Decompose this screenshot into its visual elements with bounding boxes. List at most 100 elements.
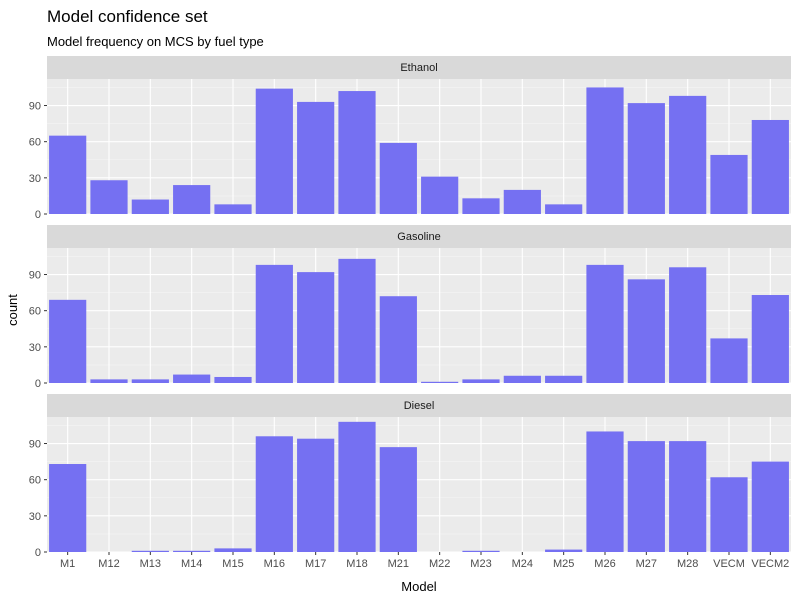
bar-m1 [49,299,87,383]
bar-m23 [462,379,500,383]
bar-vecm [710,477,748,552]
bar-m25 [545,204,583,214]
bar-m15 [214,376,252,383]
bar-vecm [710,154,748,214]
x-tick-label: M12 [98,558,119,570]
y-tick-label: 0 [35,378,41,390]
bar-m18 [338,421,376,552]
bar-vecm2 [751,295,789,383]
x-axis: M1 M12 M13 M14 M15 M16 M17 M18 M21 M22 M23 M24 M25 M2… [60,552,789,570]
facet-strip-label: Diesel [404,400,435,412]
bar-m21 [379,296,417,383]
bar-m12 [90,180,128,214]
panel-background [47,79,791,214]
bar-m16 [255,436,293,552]
x-axis-title: Model [401,579,437,594]
bar-m25 [545,549,583,552]
panel-background [47,417,791,552]
facet-panel-ethanol: Ethanol 0 30 60 90 [29,56,791,221]
y-tick-label: 90 [29,270,41,282]
x-tick-label: M28 [677,558,698,570]
bar-m12 [90,379,128,383]
bar-m17 [297,272,335,383]
x-tick-label: VECM [713,558,745,570]
x-tick-label: M17 [305,558,326,570]
bar-m22 [421,381,459,383]
y-tick-label: 30 [29,342,41,354]
bar-vecm2 [751,461,789,552]
x-tick-label: M16 [264,558,285,570]
bar-m14 [173,185,211,214]
bar-m27 [627,441,665,552]
bar-m16 [255,264,293,383]
x-tick-label: M27 [636,558,657,570]
facet-panels: Ethanol 0 30 60 90 Gasoline 0 30 60 90 Diesel 0 30 60… [29,56,791,559]
x-tick-label: M1 [60,558,75,570]
bar-m13 [131,199,169,214]
x-tick-label: M14 [181,558,202,570]
y-tick-label: 90 [29,101,41,113]
bar-m22 [421,176,459,214]
bar-m18 [338,91,376,214]
x-tick-label: M21 [388,558,409,570]
bar-vecm2 [751,119,789,214]
bar-m21 [379,142,417,214]
bar-m26 [586,87,624,214]
bar-m28 [669,267,707,383]
bar-m26 [586,264,624,383]
bar-m18 [338,258,376,383]
y-tick-label: 30 [29,511,41,523]
bar-m16 [255,88,293,214]
bar-m14 [173,550,211,552]
panel-background [47,248,791,383]
facet-strip [47,225,791,248]
x-tick-label: M23 [470,558,491,570]
y-axis-title: count [5,294,20,326]
bar-m28 [669,95,707,214]
y-tick-label: 30 [29,173,41,185]
y-tick-label: 60 [29,306,41,318]
facet-strip-label: Ethanol [400,62,437,74]
bar-m13 [131,379,169,383]
bar-m27 [627,103,665,214]
bar-m23 [462,198,500,214]
bar-m17 [297,438,335,552]
facet-strip [47,394,791,417]
y-tick-label: 90 [29,439,41,451]
facet-panel-gasoline: Gasoline 0 30 60 90 [29,225,791,390]
chart-subtitle: Model frequency on MCS by fuel type [47,34,264,49]
bar-m26 [586,431,624,552]
x-tick-label: M15 [222,558,243,570]
y-tick-label: 0 [35,547,41,559]
bar-m27 [627,279,665,383]
bar-m25 [545,375,583,383]
facet-strip-label: Gasoline [397,231,440,243]
bar-m24 [503,375,541,383]
facet-panel-diesel: Diesel 0 30 60 90 [29,394,791,559]
bar-m23 [462,550,500,552]
bar-vecm [710,338,748,383]
x-tick-label: M13 [140,558,161,570]
y-tick-label: 0 [35,209,41,221]
facet-strip [47,56,791,79]
bar-m15 [214,548,252,552]
bar-m13 [131,550,169,552]
y-tick-label: 60 [29,137,41,149]
x-tick-label: M26 [594,558,615,570]
x-tick-label: VECM2 [751,558,789,570]
x-tick-label: M22 [429,558,450,570]
bar-m1 [49,135,87,214]
bar-m1 [49,464,87,552]
bar-m21 [379,447,417,552]
x-tick-label: M18 [346,558,367,570]
bar-m14 [173,374,211,383]
bar-m17 [297,101,335,214]
bar-m24 [503,189,541,214]
y-tick-label: 60 [29,475,41,487]
bar-m15 [214,204,252,214]
x-tick-label: M25 [553,558,574,570]
x-tick-label: M24 [512,558,533,570]
bar-m28 [669,441,707,552]
chart-title: Model confidence set [47,7,208,26]
